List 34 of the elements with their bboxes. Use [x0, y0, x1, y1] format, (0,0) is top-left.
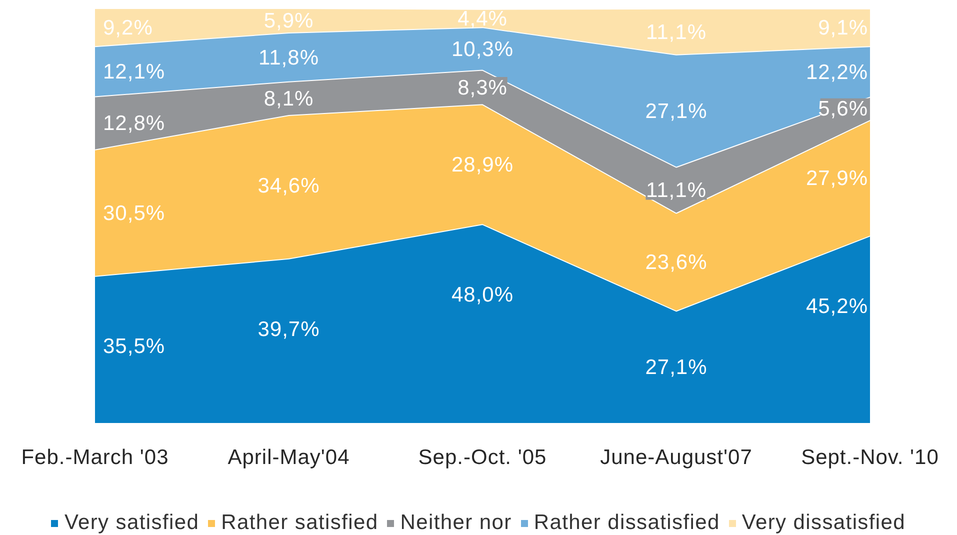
- data-label: 10,3%: [451, 38, 514, 61]
- legend-label: Neither nor: [400, 511, 512, 535]
- data-label: 27,1%: [645, 100, 708, 123]
- x-tick-label: June-August'07: [600, 446, 752, 469]
- data-label: 11,8%: [258, 46, 319, 70]
- legend-label: Rather dissatisfied: [534, 511, 720, 535]
- data-label: 28,9%: [451, 153, 514, 176]
- data-label: 8,3%: [458, 76, 508, 100]
- x-tick-label: Feb.-March '03: [21, 446, 169, 469]
- data-label: 9,1%: [818, 16, 868, 40]
- data-label: 11,1%: [646, 179, 706, 202]
- legend-label: Very satisfied: [64, 511, 200, 535]
- data-label: 27,1%: [645, 356, 708, 380]
- legend-label: Rather satisfied: [221, 511, 378, 535]
- data-label: 9,2%: [103, 16, 153, 40]
- data-label: 5,9%: [264, 10, 314, 33]
- data-label: 45,2%: [806, 294, 868, 318]
- data-label: 12,2%: [806, 60, 868, 84]
- data-label: 27,9%: [806, 167, 868, 190]
- data-label: 48,0%: [451, 283, 514, 306]
- data-label: 12,8%: [103, 112, 166, 136]
- x-tick-label: April-May'04: [228, 446, 350, 469]
- data-label: 30,5%: [103, 202, 166, 225]
- x-tick-label: Sep.-Oct. '05: [418, 446, 547, 469]
- data-label: 4,4%: [458, 7, 508, 30]
- data-label: 23,6%: [645, 251, 708, 274]
- data-label: 39,7%: [258, 318, 320, 341]
- legend-label: Very dissatisfied: [742, 511, 906, 535]
- x-tick-label: Sept.-Nov. '10: [801, 446, 939, 469]
- data-label: 34,6%: [258, 174, 320, 198]
- data-label: 8,1%: [264, 88, 314, 111]
- data-label: 12,1%: [103, 60, 166, 84]
- data-label: 35,5%: [103, 335, 166, 358]
- data-label: 11,1%: [646, 20, 706, 44]
